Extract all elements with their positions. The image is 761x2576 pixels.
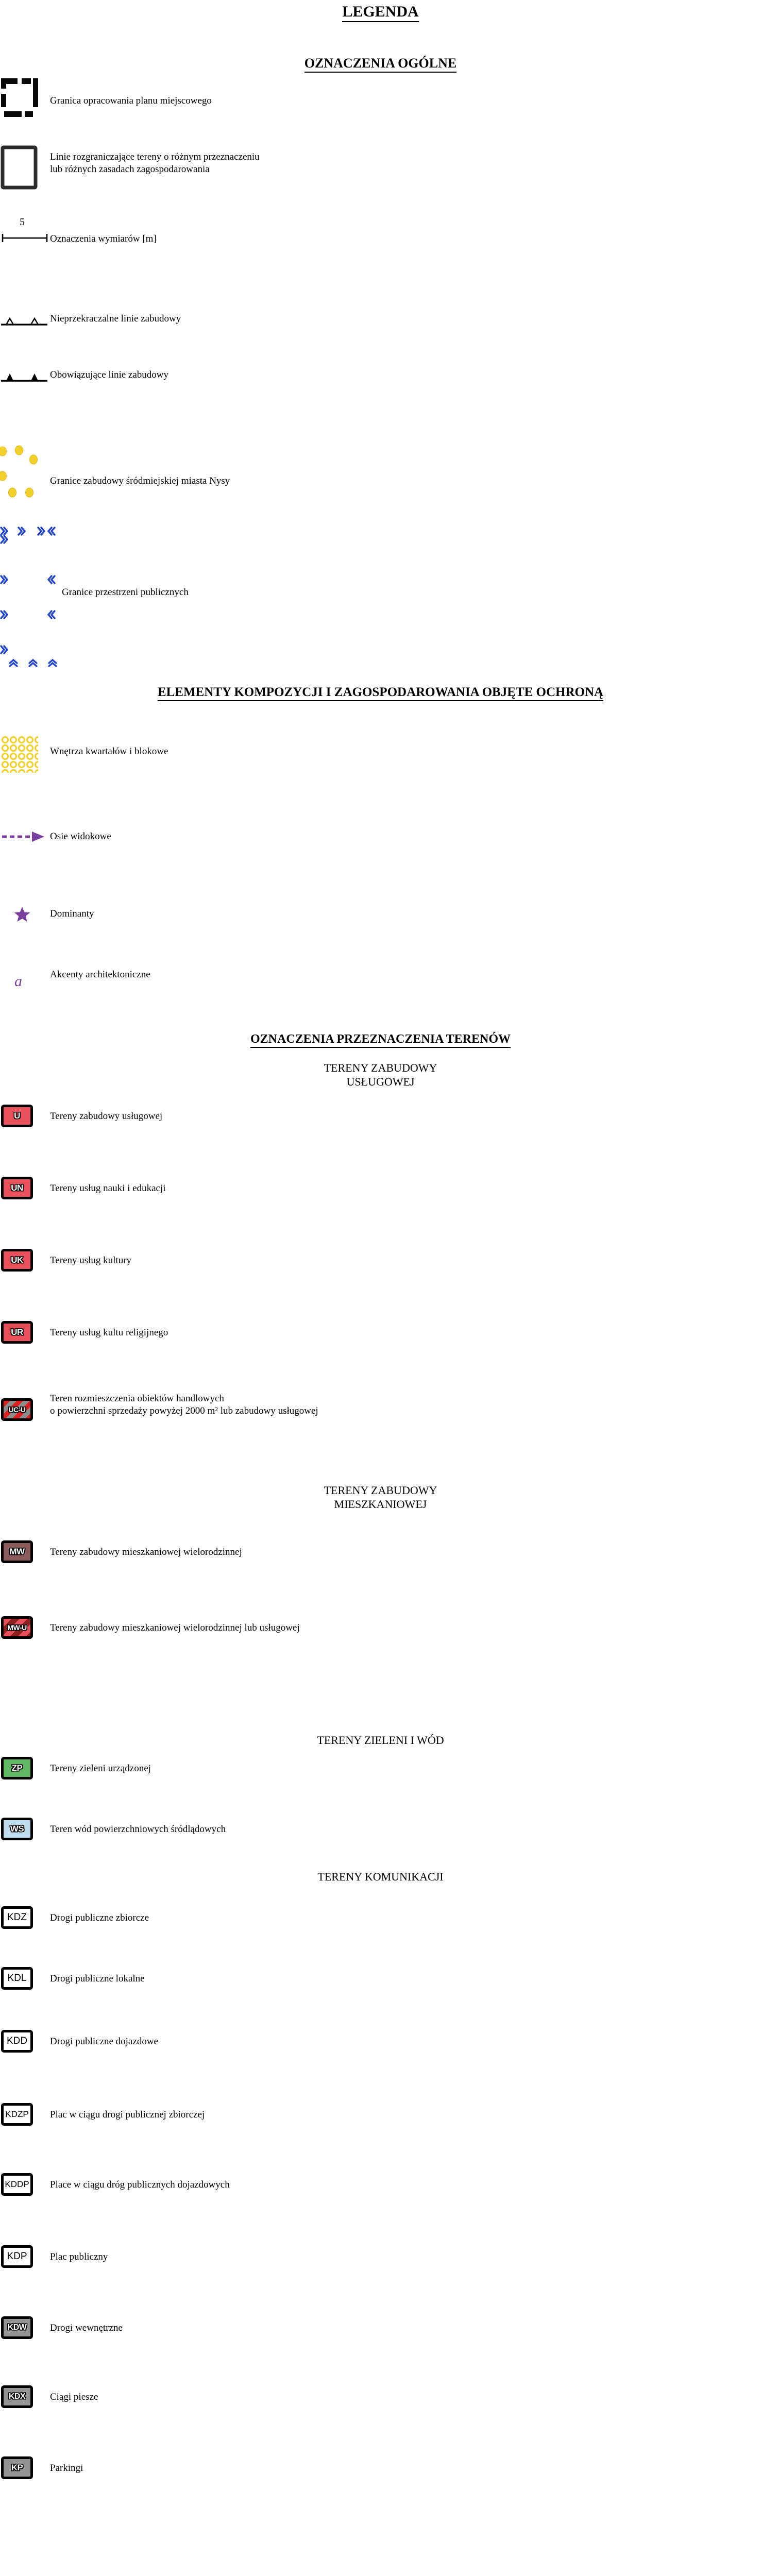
terrain-chip-KDP: KDP [1,2245,33,2268]
terrain-chip-U: U [1,1105,33,1127]
legend-label: Tereny zabudowy mieszkaniowej wielorodzi… [50,1547,242,1557]
legend-label: Drogi publiczne zbiorcze [50,1912,149,1923]
terrain-code: UR [11,1327,23,1337]
terrain-chip-KDX: KDX [1,2385,33,2408]
legend-label: Osie widokowe [50,831,111,842]
legend-label: Place w ciągu dróg publicznych dojazdowy… [50,2179,230,2190]
legend-label: Wnętrza kwartałów i blokowe [50,746,168,757]
terrain-chip-MW: MW [1,1540,33,1563]
terrain-code: KDDP [5,2179,29,2189]
terrain-chip-UN: UN [1,1177,33,1199]
legend-label: Parkingi [50,2463,83,2473]
terrain-code: WS [10,1824,24,1834]
legend-label: Tereny zabudowy usługowej [50,1111,163,1122]
legend-label: Drogi publiczne dojazdowe [50,2036,158,2047]
legend-label: Oznaczenia wymiarów [m] [50,233,157,244]
terrain-chip-KDZP: KDZP [1,2103,33,2126]
terrain-code: ZP [11,1763,23,1773]
terrain-code: KDX [8,2392,26,2401]
terrain-code: KDD [6,2036,28,2046]
terrain-chip-KDZ: KDZ [1,1906,33,1929]
legend-label: Tereny usług nauki i edukacji [50,1183,166,1194]
legend-label: Akcenty architektoniczne [50,969,150,980]
terrain-chip-UK: UK [1,1249,33,1272]
legend-label: Granice przestrzeni publicznych [62,587,189,598]
terrain-chip-KDL: KDL [1,1967,33,1990]
purple-letter-a-icon: a [14,973,22,990]
yellow-dots-boundary-icon [0,445,57,512]
purple-dashed-arrow-icon [1,831,48,843]
terrain-code: U [14,1111,20,1121]
terrain-chip-KDD: KDD [1,2030,33,2053]
terrain-chip-KDDP: KDDP [1,2173,33,2196]
legend-label: Drogi publiczne lokalne [50,1973,145,1984]
subheading-housing-areas: TERENY ZABUDOWY MIESZKANIOWEJ [324,1484,437,1511]
terrain-code: KP [11,2463,23,2472]
terrain-code: UK [11,1255,23,1265]
terrain-chip-KP: KP [1,2456,33,2479]
subheading-service-areas: TERENY ZABUDOWY USŁUGOWEJ [324,1061,437,1088]
dimension-line-icon [1,230,48,243]
terrain-code: KDZ [7,1912,27,1923]
dashed-rectangle-boundary-icon [1,78,38,129]
terrain-code: UN [11,1183,23,1193]
legend-label: Dominanty [50,908,94,919]
legend-label: Tereny zabudowy mieszkaniowej wielorodzi… [50,1622,300,1633]
section-heading-general: OZNACZENIA OGÓLNE [0,56,761,73]
section-heading-composition: ELEMENTY KOMPOZYCJI I ZAGOSPODAROWANIA O… [0,685,761,701]
terrain-code: KDZP [5,2109,29,2119]
terrain-chip-UR: UR [1,1321,33,1344]
subheading-transport-areas: TERENY KOMUNIKACJI [317,1870,444,1883]
blue-chevrons-boundary-icon [0,524,67,674]
section-heading-land-use: OZNACZENIA PRZEZNACZENIA TERENÓW [0,1032,761,1048]
page-title: LEGENDA [0,3,761,22]
solid-rectangle-boundary-icon [1,145,38,190]
legend-label: Linie rozgraniczające tereny o różnym pr… [50,151,260,175]
terrain-code: KDP [7,2251,27,2262]
terrain-code: MW-U [7,1623,27,1632]
open-triangle-line-icon [1,315,48,327]
purple-star-icon [13,906,31,923]
terrain-chip-WS: WS [1,1818,33,1840]
legend-label: Tereny usług kultury [50,1255,132,1266]
legend-label: Obowiązujące linie zabudowy [50,369,169,380]
terrain-chip-UC-U: UC-U [1,1398,33,1421]
legend-label: Teren rozmieszczenia obiektów handlowych… [50,1393,318,1417]
terrain-chip-ZP: ZP [1,1757,33,1780]
legend-label: Granica opracowania planu miejscowego [50,95,212,106]
subheading-green-water-areas: TERENY ZIELENI I WÓD [317,1734,444,1747]
legend-label: Granice zabudowy śródmiejskiej miasta Ny… [50,476,230,486]
legend-label: Tereny usług kultu religijnego [50,1327,168,1338]
terrain-code: KDW [7,2323,27,2332]
legend-label: Teren wód powierzchniowych śródlądowych [50,1824,226,1835]
terrain-code: UC-U [8,1405,26,1414]
dimension-value: 5 [20,216,25,228]
legend-label: Drogi wewnętrzne [50,2323,123,2333]
terrain-code: KDL [7,1973,27,1984]
legend-label: Nieprzekraczalne linie zabudowy [50,313,181,324]
terrain-code: MW [9,1547,25,1556]
legend-label: Plac w ciągu drogi publicznej zbiorczej [50,2109,205,2120]
legend-label: Plac publiczny [50,2251,108,2262]
legend-label: Ciągi piesze [50,2392,98,2402]
terrain-chip-KDW: KDW [1,2316,33,2339]
terrain-chip-MW-U: MW-U [1,1616,33,1639]
legend-label: Tereny zieleni urządzonej [50,1763,151,1774]
filled-triangle-line-icon [1,371,48,383]
yellow-circles-pattern-icon [1,736,38,773]
